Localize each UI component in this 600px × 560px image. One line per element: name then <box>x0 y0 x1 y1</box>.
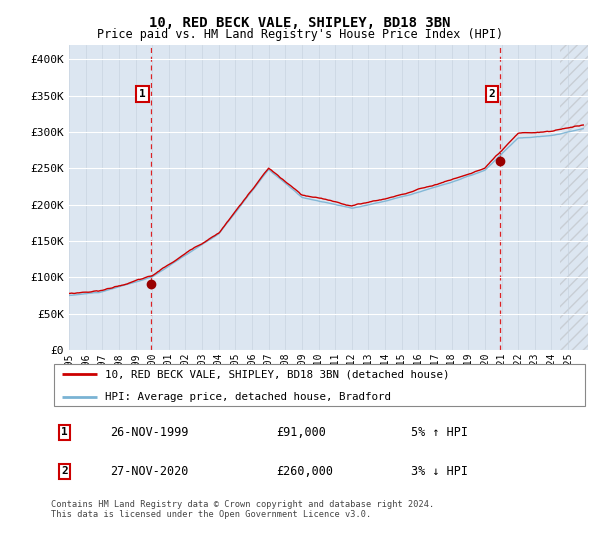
Text: 2: 2 <box>488 89 495 99</box>
Text: HPI: Average price, detached house, Bradford: HPI: Average price, detached house, Brad… <box>105 392 391 402</box>
Text: 27-NOV-2020: 27-NOV-2020 <box>110 465 188 478</box>
Text: £260,000: £260,000 <box>277 465 334 478</box>
Text: 10, RED BECK VALE, SHIPLEY, BD18 3BN: 10, RED BECK VALE, SHIPLEY, BD18 3BN <box>149 16 451 30</box>
Text: 3% ↓ HPI: 3% ↓ HPI <box>411 465 468 478</box>
Bar <box>560 45 588 350</box>
Text: 2: 2 <box>61 466 68 476</box>
Text: £91,000: £91,000 <box>277 426 326 439</box>
FancyBboxPatch shape <box>53 363 586 407</box>
Text: 26-NOV-1999: 26-NOV-1999 <box>110 426 188 439</box>
Bar <box>560 45 588 350</box>
Text: Contains HM Land Registry data © Crown copyright and database right 2024.
This d: Contains HM Land Registry data © Crown c… <box>51 500 434 519</box>
Text: Price paid vs. HM Land Registry's House Price Index (HPI): Price paid vs. HM Land Registry's House … <box>97 28 503 41</box>
Text: 1: 1 <box>139 89 146 99</box>
Text: 1: 1 <box>61 427 68 437</box>
Text: 10, RED BECK VALE, SHIPLEY, BD18 3BN (detached house): 10, RED BECK VALE, SHIPLEY, BD18 3BN (de… <box>105 369 449 379</box>
Text: 5% ↑ HPI: 5% ↑ HPI <box>411 426 468 439</box>
